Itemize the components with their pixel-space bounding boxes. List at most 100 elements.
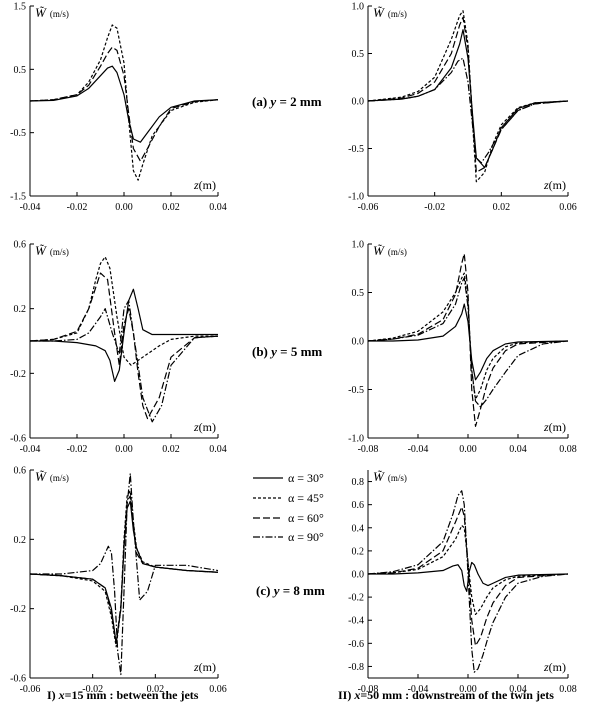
x-tick-label: 0.02 bbox=[162, 444, 180, 455]
x-tick-label: 0.04 bbox=[209, 444, 227, 455]
y-tick-label: 0.0 bbox=[352, 337, 365, 348]
y-tick-label: -1.5 bbox=[10, 192, 26, 203]
panel-II-a: -1.0 -0.5 0.0 0.5 1.0 -0.06 -0.02 0.02 0.06 W̃ (m/… bbox=[348, 2, 577, 214]
y-tick-label: -0.5 bbox=[10, 128, 26, 139]
panel-I-a: -1.5 -0.5 0.5 1.5 -0.04 -0.02 0.00 0.02 0.04 W̃ (m… bbox=[10, 2, 227, 214]
series-line-longdash bbox=[367, 253, 569, 427]
legend-label-60: α = 60° bbox=[288, 511, 324, 525]
y-tick-label: 0.2 bbox=[14, 304, 27, 315]
y-tick-label: -0.2 bbox=[348, 593, 364, 604]
y-axis-label: W̃ (m/s) bbox=[35, 469, 69, 484]
series-line-longdash bbox=[367, 506, 569, 647]
y-axis-label: W̃ (m/s) bbox=[373, 469, 407, 484]
series-line-dashdot bbox=[367, 490, 569, 673]
y-tick-label: -0.6 bbox=[10, 434, 26, 445]
x-tick-label: -0.06 bbox=[358, 202, 379, 213]
x-tick-label: 0.04 bbox=[509, 444, 527, 455]
y-tick-label: 0.5 bbox=[14, 65, 27, 76]
x-tick-label: -0.02 bbox=[424, 202, 445, 213]
y-tick-label: -1.0 bbox=[348, 434, 364, 445]
series-line-dashdot bbox=[30, 299, 219, 423]
x-tick-label: -0.02 bbox=[82, 684, 103, 695]
legend-label-30: α = 30° bbox=[288, 471, 324, 485]
x-tick-label: 0.02 bbox=[493, 202, 511, 213]
series-line-longdash bbox=[29, 272, 219, 420]
x-axis-label: z(m) bbox=[193, 660, 216, 674]
x-tick-label: 0.00 bbox=[115, 202, 133, 213]
y-tick-label: 1.5 bbox=[14, 2, 27, 13]
row-label-b: (b) y = 5 mm bbox=[252, 344, 322, 359]
y-tick-label: -0.8 bbox=[348, 662, 364, 673]
x-tick-label: -0.04 bbox=[408, 684, 429, 695]
x-tick-label: 0.06 bbox=[559, 202, 577, 213]
x-tick-label: 0.06 bbox=[209, 684, 227, 695]
y-tick-label: -0.4 bbox=[348, 616, 364, 627]
legend: α = 30° α = 45° α = 60° α = 90° bbox=[253, 471, 324, 544]
series-line-dash bbox=[367, 524, 569, 616]
series-line-dash bbox=[367, 272, 569, 400]
y-tick-label: 0.2 bbox=[14, 535, 27, 546]
panel-II-c: -0.8 -0.6 -0.4 -0.2 0.0 0.2 0.4 0.6 0.8 -0.08 -0.0… bbox=[348, 469, 577, 695]
y-tick-label: 0.6 bbox=[352, 500, 365, 511]
y-tick-label: -0.6 bbox=[10, 674, 26, 685]
x-tick-label: 0.08 bbox=[559, 444, 577, 455]
series-line-solid bbox=[29, 65, 219, 143]
panel-II-b: -1.0 -0.5 0.0 0.5 1.0 -0.08 -0.04 0.00 0.04 0.08 W… bbox=[348, 240, 577, 456]
x-axis-label: z(m) bbox=[543, 660, 566, 674]
x-tick-label: -0.06 bbox=[20, 684, 41, 695]
y-tick-label: 0.5 bbox=[352, 288, 365, 299]
y-axis-label: W̃ (m/s) bbox=[35, 5, 69, 20]
x-tick-label: 0.04 bbox=[509, 684, 527, 695]
x-tick-label: -0.02 bbox=[67, 202, 88, 213]
y-tick-label: 0.6 bbox=[14, 466, 27, 477]
x-tick-label: 0.08 bbox=[559, 684, 577, 695]
series-line-dash bbox=[29, 24, 219, 181]
y-tick-label: 0.4 bbox=[352, 523, 365, 534]
series-line-dashdot bbox=[30, 472, 219, 676]
x-axis-label: z(m) bbox=[543, 420, 566, 434]
y-tick-label: 0.8 bbox=[352, 477, 365, 488]
x-tick-label: -0.04 bbox=[408, 444, 429, 455]
y-tick-label: 1.0 bbox=[352, 2, 365, 13]
y-tick-label: -0.2 bbox=[10, 604, 26, 615]
series-line-solid bbox=[30, 288, 218, 383]
series-line-dash bbox=[367, 10, 569, 183]
series-line-longdash bbox=[29, 46, 219, 162]
x-tick-label: 0.02 bbox=[162, 202, 180, 213]
series-line-solid bbox=[29, 500, 219, 644]
x-tick-label: 0.00 bbox=[459, 684, 477, 695]
x-tick-label: 0.00 bbox=[115, 444, 133, 455]
x-tick-label: -0.04 bbox=[20, 444, 41, 455]
column-label-I: I) x=15 mm : between the jets bbox=[47, 688, 199, 702]
series-line-dashdot bbox=[367, 57, 569, 164]
y-axis-label: W̃ (m/s) bbox=[35, 243, 69, 258]
y-tick-label: -0.5 bbox=[348, 144, 364, 155]
panel-I-c: -0.6 -0.2 0.2 0.6 -0.06 -0.02 0.02 0.06 W̃ (m/s) z… bbox=[10, 466, 227, 696]
y-tick-label: 0.0 bbox=[352, 97, 365, 108]
x-tick-label: -0.08 bbox=[358, 444, 379, 455]
y-tick-label: -0.5 bbox=[348, 385, 364, 396]
x-tick-label: 0.04 bbox=[209, 202, 227, 213]
y-tick-label: 0.2 bbox=[352, 546, 365, 557]
y-axis-label: W̃ (m/s) bbox=[373, 243, 407, 258]
y-tick-label: 0.6 bbox=[14, 240, 27, 251]
x-axis-label: z(m) bbox=[543, 178, 566, 192]
legend-label-45: α = 45° bbox=[288, 491, 324, 505]
y-tick-label: 0.0 bbox=[352, 570, 365, 581]
panel-I-b: -0.6 -0.2 0.2 0.6 -0.04 -0.02 0.00 0.02 0.04 W̃ (m… bbox=[10, 240, 227, 456]
x-tick-label: -0.04 bbox=[20, 202, 41, 213]
x-tick-label: 0.00 bbox=[459, 444, 477, 455]
y-tick-label: -1.0 bbox=[348, 192, 364, 203]
series-line-longdash bbox=[367, 16, 569, 173]
x-axis-label: z(m) bbox=[193, 420, 216, 434]
y-tick-label: 1.0 bbox=[352, 240, 365, 251]
x-tick-label: 0.02 bbox=[147, 684, 165, 695]
y-tick-label: -0.2 bbox=[10, 369, 26, 380]
series-line-dash bbox=[29, 490, 219, 648]
y-tick-label: -0.6 bbox=[348, 639, 364, 650]
series-line-longdash bbox=[29, 495, 219, 644]
row-label-a: (a) y = 2 mm bbox=[252, 94, 322, 109]
y-axis-label: W̃ (m/s) bbox=[373, 5, 407, 20]
x-axis-label: z(m) bbox=[193, 178, 216, 192]
